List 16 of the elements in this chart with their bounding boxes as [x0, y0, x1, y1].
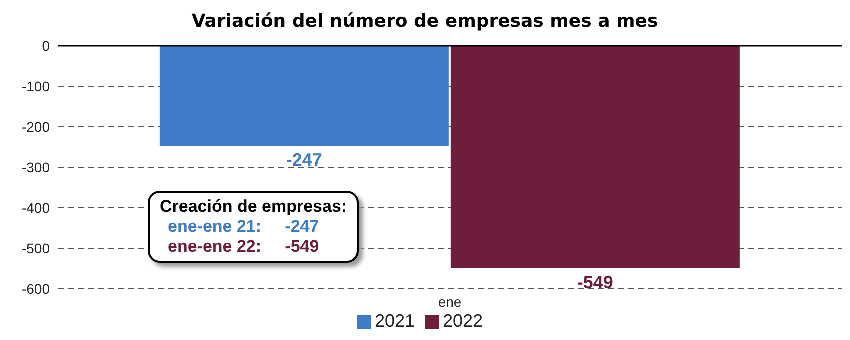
y-tick-label: -400 — [22, 200, 50, 216]
annotation: ene-ene 21: -247 — [167, 217, 320, 237]
y-tick-label: -100 — [22, 78, 50, 94]
annotation: ene-ene 22: -549 — [167, 237, 320, 257]
y-tick-label: 0 — [42, 38, 50, 54]
y-tick-label: -500 — [22, 240, 50, 256]
y-tick-label: -300 — [22, 159, 50, 176]
data-label: -549 — [577, 272, 614, 292]
data-label: -247 — [286, 150, 322, 170]
chart-title: Variación del número de empresas mes a mes — [190, 10, 660, 34]
legend-label: 2022 — [443, 311, 484, 331]
x-tick-label: ene — [438, 294, 462, 310]
annotation: Creación de empresas: — [160, 197, 348, 217]
y-tick-label: -200 — [22, 118, 50, 135]
legend-label: 2021 — [374, 311, 415, 331]
y-tick-label: -600 — [22, 280, 50, 297]
